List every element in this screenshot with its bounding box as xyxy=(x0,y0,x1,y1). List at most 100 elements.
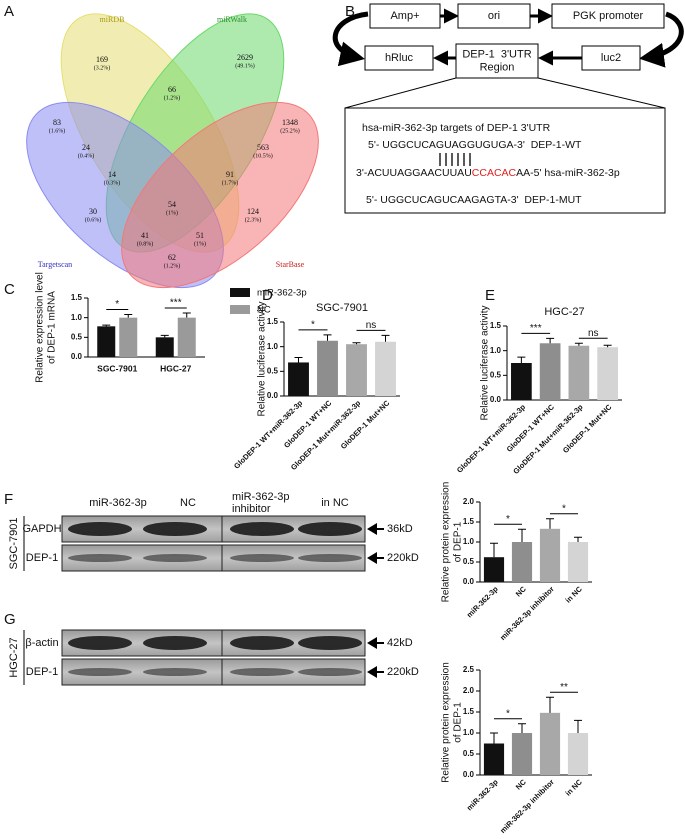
y-tick-label: 0.0 xyxy=(267,391,279,400)
significance-label: * xyxy=(115,299,119,310)
venn-count: 169 xyxy=(96,55,108,64)
chart-title: HGC-27 xyxy=(544,306,584,318)
bar xyxy=(177,317,196,357)
x-tick-label: GloDEP-1 Mut+NC xyxy=(339,398,392,451)
blot-band xyxy=(298,668,362,676)
bar xyxy=(511,363,532,400)
significance-label: *** xyxy=(170,298,182,309)
x-tick-label: NC xyxy=(514,777,528,791)
blot-band xyxy=(68,636,132,650)
venn-percent: (1.7%) xyxy=(222,179,239,186)
plasmid-box-label: Region xyxy=(480,61,515,73)
y-tick-label: 1.5 xyxy=(71,293,83,302)
error-bar xyxy=(574,342,583,346)
venn-percent: (10.5%) xyxy=(253,152,273,159)
blot-band xyxy=(143,636,207,650)
y-tick-label: 1.5 xyxy=(490,321,502,330)
bar xyxy=(567,733,589,775)
blot-band xyxy=(230,636,294,650)
size-label: 42kD xyxy=(387,637,413,649)
protein-label: DEP-1 xyxy=(26,552,58,564)
y-tick-label: 0.5 xyxy=(267,366,279,375)
panel-label: A xyxy=(4,3,14,20)
venn-count: 62 xyxy=(168,253,176,262)
y-tick-label: 2.0 xyxy=(463,497,475,506)
mirna-part: CCACAC xyxy=(472,167,517,179)
y-tick-label: 1.5 xyxy=(463,707,475,716)
blot-band xyxy=(68,522,132,536)
venn-percent: (0.3%) xyxy=(104,179,121,186)
bar xyxy=(483,743,505,775)
mirna-sequence: 3'-ACUUAGGAACUUAUCCACACAA-5' hsa-miR-362… xyxy=(356,167,620,179)
size-label: 220kD xyxy=(387,666,419,678)
error-bar xyxy=(490,732,498,744)
venn-percent: (0.4%) xyxy=(78,152,95,159)
error-bar xyxy=(574,536,582,542)
bar xyxy=(511,542,533,582)
bar xyxy=(568,345,590,400)
x-tick-label: in NC xyxy=(564,584,585,605)
error-bar xyxy=(352,342,361,345)
y-axis-label: Relative protein expression xyxy=(441,662,452,783)
blot-band xyxy=(143,522,207,536)
y-tick-label: 0.0 xyxy=(463,577,475,586)
size-label: 36kD xyxy=(387,523,413,535)
bar xyxy=(155,337,174,357)
significance-label: * xyxy=(562,503,566,514)
significance-label: * xyxy=(506,708,510,719)
lane-label: NC xyxy=(180,497,196,509)
x-tick-label: miR-362-3p inhibitor xyxy=(498,584,556,642)
error-bar xyxy=(490,542,498,558)
venn-count: 30 xyxy=(89,207,97,216)
bar xyxy=(483,557,505,582)
blot-band xyxy=(230,668,294,676)
bar xyxy=(97,326,116,357)
panel-label: E xyxy=(485,287,495,304)
venn-count: 51 xyxy=(196,231,204,240)
y-axis-label: Relative luciferase activity xyxy=(480,305,491,420)
x-tick-label: in NC xyxy=(564,777,585,798)
panel-label: C xyxy=(4,281,15,298)
mirna-part: AA-5' hsa-miR-362-3p xyxy=(516,167,620,179)
bar xyxy=(288,362,309,396)
y-tick-label: 2.0 xyxy=(463,686,475,695)
error-bar xyxy=(517,356,526,363)
plasmid-box xyxy=(551,3,665,29)
significance-label: * xyxy=(506,514,510,525)
error-bar xyxy=(124,314,133,318)
venn-count: 54 xyxy=(168,200,176,209)
venn-count: 24 xyxy=(82,143,90,152)
lane-label: in NC xyxy=(321,497,349,509)
venn-percent: (0.6%) xyxy=(85,216,102,223)
error-bar xyxy=(603,344,612,348)
venn-set-label: miRDB xyxy=(100,15,125,24)
lane-label: miR-362-3p xyxy=(89,497,146,509)
venn-count: 66 xyxy=(168,85,176,94)
error-bar xyxy=(381,334,390,342)
significance-label: ** xyxy=(560,682,568,693)
significance-label: ns xyxy=(588,328,599,339)
y-axis-label: Relative luciferase activity xyxy=(257,301,268,416)
venn-percent: (3.2%) xyxy=(94,64,111,71)
error-bar xyxy=(546,696,554,713)
legend-label: NC xyxy=(257,305,271,316)
mirna-part: 3'-ACUUAGGAACUUAU xyxy=(356,167,472,179)
plasmid-box-label: Amp+ xyxy=(390,10,419,22)
bar xyxy=(539,712,561,775)
venn-count: 83 xyxy=(53,118,61,127)
venn-set-label: StarBase xyxy=(276,260,305,269)
size-arrow xyxy=(367,666,377,678)
error-bar xyxy=(518,723,526,733)
bar xyxy=(119,317,138,357)
blot-band xyxy=(298,522,362,536)
protein-label: β-actin xyxy=(25,637,58,649)
y-tick-label: 0.5 xyxy=(490,370,502,379)
bar xyxy=(567,542,589,582)
venn-set-label: Targetscan xyxy=(38,260,72,269)
mut-sequence: 5'- UGGCUCAGUCAAGAGTA-3' DEP-1-MUT xyxy=(366,194,582,206)
blot-band xyxy=(298,636,362,650)
plasmid-box xyxy=(581,45,641,71)
significance-label: * xyxy=(311,319,315,330)
y-tick-label: 0.5 xyxy=(71,332,83,341)
size-arrow xyxy=(367,523,377,535)
